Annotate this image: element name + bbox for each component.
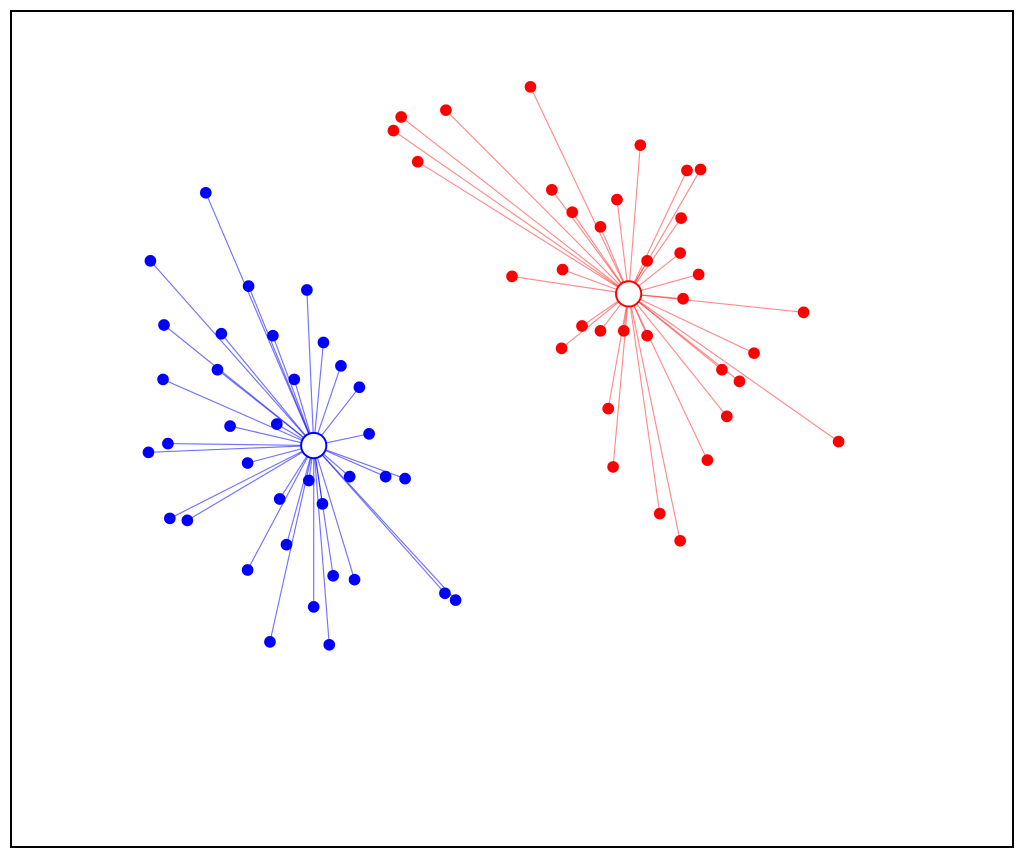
node [399,473,411,485]
node [274,493,286,505]
node [611,194,623,206]
edge [314,446,355,580]
node [675,212,687,224]
node [641,255,653,267]
node [354,381,366,393]
node [439,587,451,599]
node [557,264,569,276]
edge [170,446,314,519]
node [212,364,224,376]
node [243,280,255,292]
edge [401,117,628,294]
node [395,111,407,123]
node [308,601,320,613]
node [281,539,293,551]
node [182,515,194,527]
node [716,364,728,376]
edge [512,276,629,293]
node [317,498,329,510]
cluster-red [388,81,845,547]
edge [629,218,681,294]
edge [613,294,629,467]
node [833,436,845,448]
node [681,165,693,177]
node [734,376,746,388]
node [721,411,733,423]
node [677,293,689,305]
node [344,471,356,483]
edge [248,446,314,570]
node [242,564,254,576]
node [145,255,157,267]
node [748,347,760,359]
node [264,636,276,648]
node [693,269,705,281]
node [798,307,810,319]
node [602,403,614,415]
edge [206,193,314,446]
edge [608,294,628,409]
node [335,360,347,372]
node [143,446,155,458]
node [327,570,339,582]
node [634,139,646,151]
edge [629,294,681,541]
node [641,330,653,342]
node [363,428,375,440]
edge [307,290,314,446]
edge [393,131,628,294]
edge [187,446,313,521]
node [695,164,707,176]
node [566,206,578,218]
node [525,81,537,93]
node [349,574,361,586]
node [674,247,686,259]
edge [314,446,333,576]
node [674,535,686,547]
edge [314,446,405,479]
cluster-blue [143,187,462,651]
node [440,104,452,116]
node [654,508,666,520]
hub-node [616,281,641,306]
node [224,420,236,432]
node [158,319,170,331]
node [506,271,518,283]
node [162,438,174,450]
node [595,325,607,337]
node [380,471,392,483]
node [157,374,169,386]
node [546,184,558,196]
node [595,221,607,233]
node [323,639,335,651]
node [556,342,568,354]
node [607,461,619,473]
hub-node [301,433,326,458]
node [301,284,313,296]
edge [629,294,804,312]
node [576,320,588,332]
node [618,325,630,337]
node [702,454,714,466]
node [164,513,176,525]
node [271,418,283,430]
node [303,475,315,487]
edge [168,444,314,446]
edge [286,446,313,545]
node [388,125,400,137]
node [242,457,254,469]
node [450,594,462,606]
edge [150,261,313,446]
node [216,328,228,340]
edge [446,110,629,294]
edge [314,446,330,645]
node [288,374,300,386]
network-svg [12,12,1012,846]
edge [148,446,313,453]
node [267,330,279,342]
node [318,337,330,349]
node [412,156,424,168]
node [200,187,212,199]
chart-frame [10,10,1014,848]
